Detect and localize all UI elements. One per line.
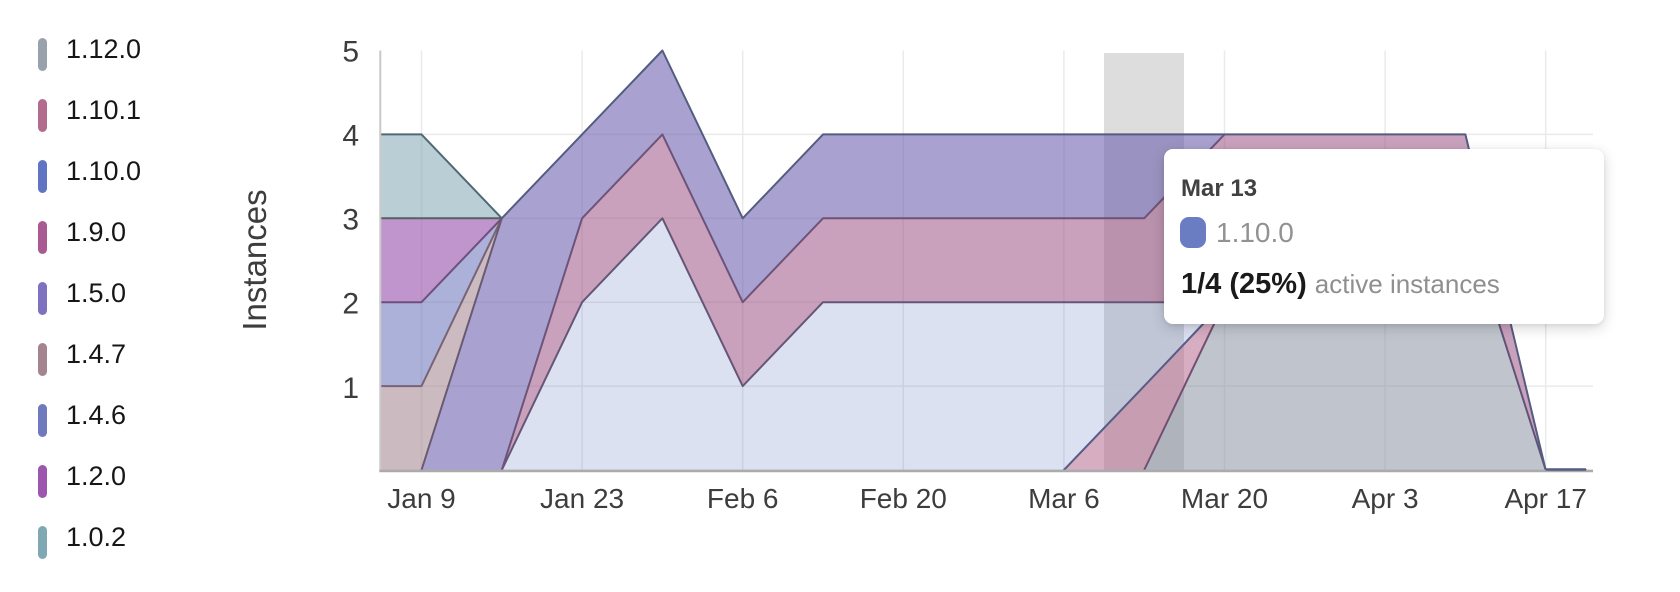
svg-text:5: 5 [342, 35, 359, 68]
svg-text:1: 1 [342, 372, 359, 405]
svg-text:Jan 9: Jan 9 [387, 483, 456, 514]
svg-text:Mar 20: Mar 20 [1181, 483, 1268, 514]
svg-text:Mar 6: Mar 6 [1028, 483, 1100, 514]
svg-text:Apr 3: Apr 3 [1352, 483, 1419, 514]
svg-text:Feb 20: Feb 20 [860, 483, 947, 514]
svg-text:Feb 6: Feb 6 [707, 483, 779, 514]
svg-text:3: 3 [342, 204, 359, 237]
svg-text:4: 4 [342, 120, 359, 153]
svg-text:Jan 23: Jan 23 [540, 483, 624, 514]
svg-text:2: 2 [342, 288, 359, 321]
svg-text:Instances: Instances [236, 189, 273, 330]
svg-text:Apr 17: Apr 17 [1504, 483, 1587, 514]
